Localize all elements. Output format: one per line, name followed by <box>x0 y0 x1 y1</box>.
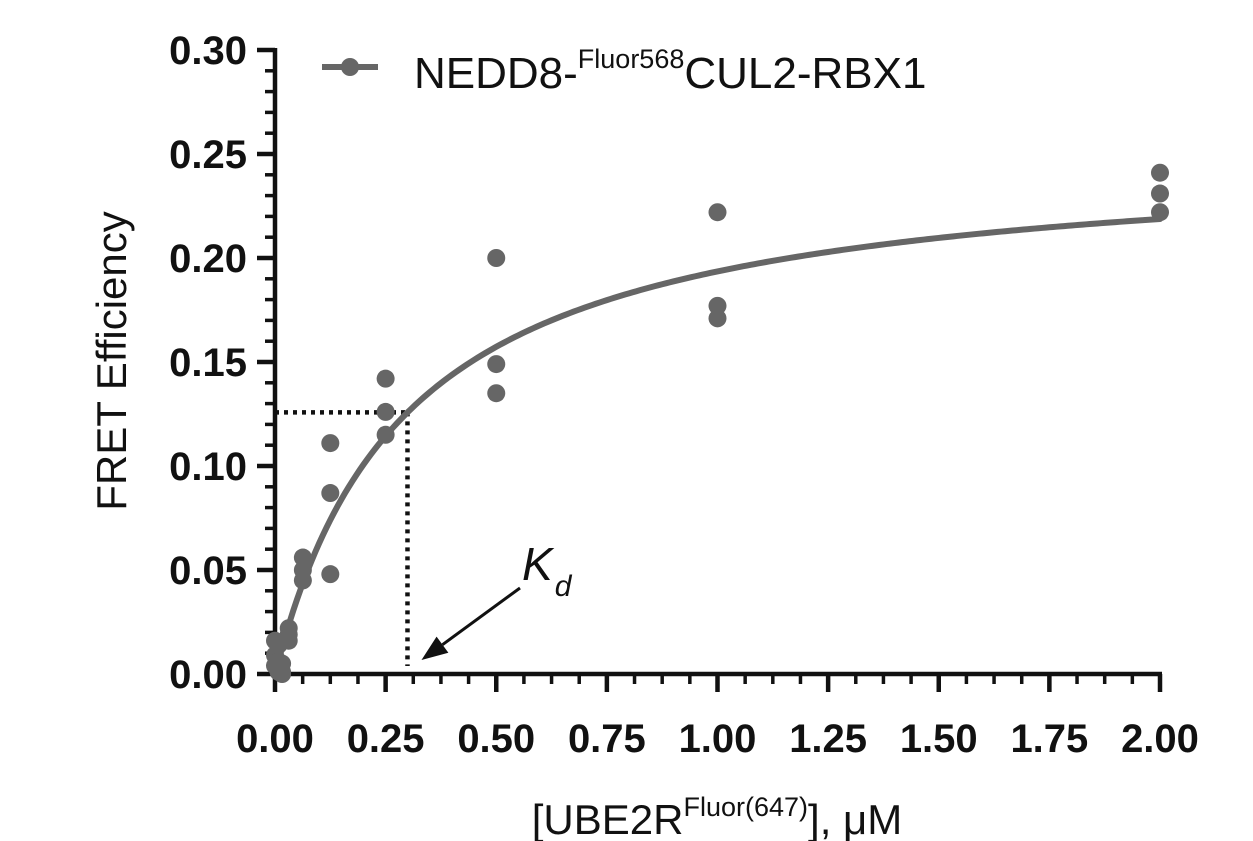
legend-label-prefix: NEDD8- <box>414 49 578 98</box>
legend-label-suffix: CUL2-RBX1 <box>684 49 926 98</box>
kd-label-subscript: d <box>555 570 573 603</box>
y-tick-label: 0.15 <box>169 341 247 385</box>
data-point <box>376 425 395 444</box>
kd-label-main: K <box>522 538 555 590</box>
x-tick-label: 2.00 <box>1121 717 1199 761</box>
data-point <box>293 571 312 590</box>
kd-arrow-line <box>441 586 521 646</box>
data-point <box>708 203 727 222</box>
data-point <box>1151 163 1169 182</box>
kd-arrow-head <box>421 636 449 660</box>
data-point <box>279 631 298 650</box>
data-point <box>321 484 340 503</box>
y-tick-label: 0.20 <box>169 237 247 281</box>
data-point <box>321 434 340 453</box>
y-tick-label: 0.25 <box>169 133 247 177</box>
data-point <box>1151 203 1169 222</box>
x-axis-title-superscript: Fluor(647) <box>683 792 808 822</box>
legend: NEDD8-Fluor568CUL2-RBX1 <box>322 44 926 98</box>
kd-label: Kd <box>522 538 573 603</box>
y-ticks: 0.00 0.05 0.10 0.15 0.20 0.25 0.30 <box>169 29 275 697</box>
data-points <box>266 163 1169 683</box>
kd-annotation: Kd <box>421 538 573 660</box>
legend-label: NEDD8-Fluor568CUL2-RBX1 <box>414 44 926 98</box>
x-tick-label: 1.25 <box>789 717 867 761</box>
data-point <box>321 565 340 584</box>
x-tick-label: 0.75 <box>568 717 646 761</box>
x-ticks: 0.00 0.25 0.50 0.75 1.00 1.25 1.50 1.75 2.00 <box>236 674 1199 761</box>
data-point <box>708 296 727 315</box>
x-axis-title: [UBE2RFluor(647)], μM <box>532 792 902 841</box>
data-point <box>708 309 727 328</box>
data-point <box>487 355 506 374</box>
data-point <box>293 548 312 567</box>
x-axis-title-suffix: ], μM <box>808 796 902 841</box>
y-tick-label: 0.10 <box>169 445 247 489</box>
y-axis-title: FRET Efficiency <box>88 211 135 511</box>
legend-label-superscript: Fluor568 <box>578 44 685 74</box>
x-tick-label: 1.75 <box>1010 717 1088 761</box>
x-tick-label: 0.00 <box>236 717 314 761</box>
data-point <box>376 369 395 388</box>
data-point <box>487 249 506 267</box>
x-tick-label: 1.50 <box>900 717 978 761</box>
data-point <box>273 665 292 683</box>
y-tick-label: 0.00 <box>169 653 247 697</box>
data-point <box>376 402 395 421</box>
x-axis-title-prefix: [UBE2R <box>532 796 684 841</box>
data-point <box>1151 184 1169 203</box>
fit-curve <box>272 215 1163 677</box>
x-tick-label: 1.00 <box>679 717 757 761</box>
y-tick-label: 0.05 <box>169 549 247 593</box>
legend-marker <box>341 58 359 76</box>
x-tick-label: 0.50 <box>457 717 535 761</box>
y-tick-label: 0.30 <box>169 29 247 73</box>
data-point <box>487 384 506 403</box>
x-tick-label: 0.25 <box>347 717 425 761</box>
